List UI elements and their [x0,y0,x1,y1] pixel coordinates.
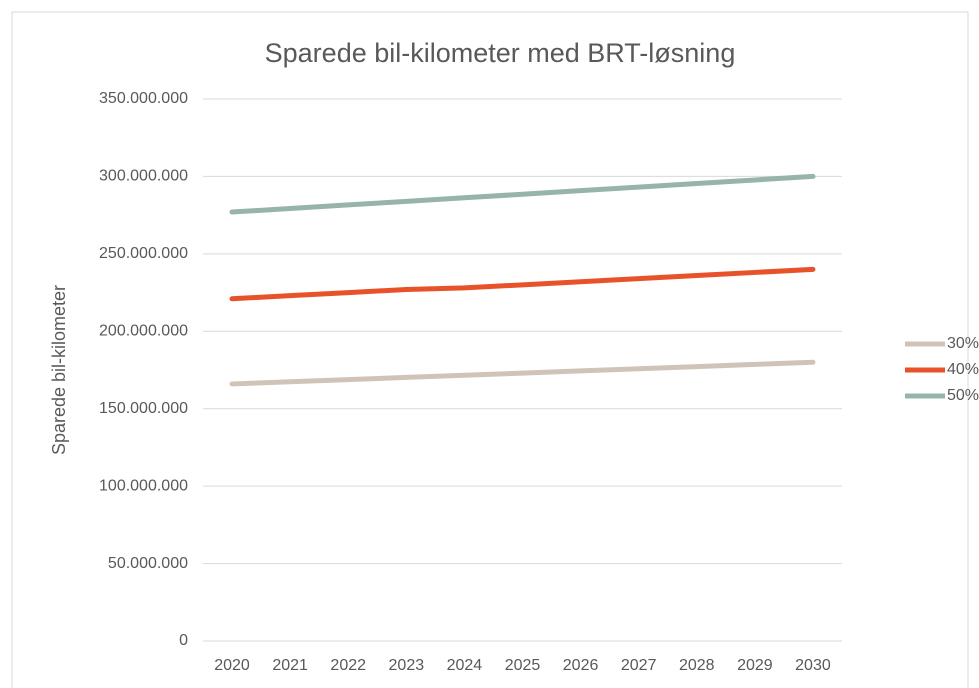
y-tick-label: 250.000.000 [99,245,188,262]
x-tick-label: 2024 [447,657,483,674]
x-tick-label: 2027 [621,657,657,674]
series-line [229,359,816,387]
series-line [229,266,816,302]
x-tick-label: 2021 [272,657,308,674]
x-tick-label: 2020 [214,657,250,674]
y-tick-label: 100.000.000 [99,477,188,494]
y-tick-label: 200.000.000 [99,323,188,340]
y-tick-label: 350.000.000 [99,90,188,107]
chart-title: Sparede bil-kilometer med BRT-løsning [265,38,736,68]
legend-label: 50% [947,387,979,404]
y-tick-label: 300.000.000 [99,168,188,185]
x-tick-label: 2028 [679,657,715,674]
x-tick-label: 2026 [563,657,599,674]
legend-label: 40% [947,361,979,378]
y-tick-label: 150.000.000 [99,400,188,417]
y-tick-label: 0 [179,632,188,649]
x-tick-label: 2025 [505,657,541,674]
x-tick-label: 2022 [330,657,366,674]
y-axis-label: Sparede bil-kilometer [49,285,69,455]
x-tick-label: 2029 [737,657,773,674]
chart-border [11,11,969,688]
series-line [229,173,816,215]
y-tick-label: 50.000.000 [108,555,188,572]
x-tick-label: 2030 [795,657,831,674]
legend-label: 30% [947,335,979,352]
x-tick-label: 2023 [389,657,425,674]
